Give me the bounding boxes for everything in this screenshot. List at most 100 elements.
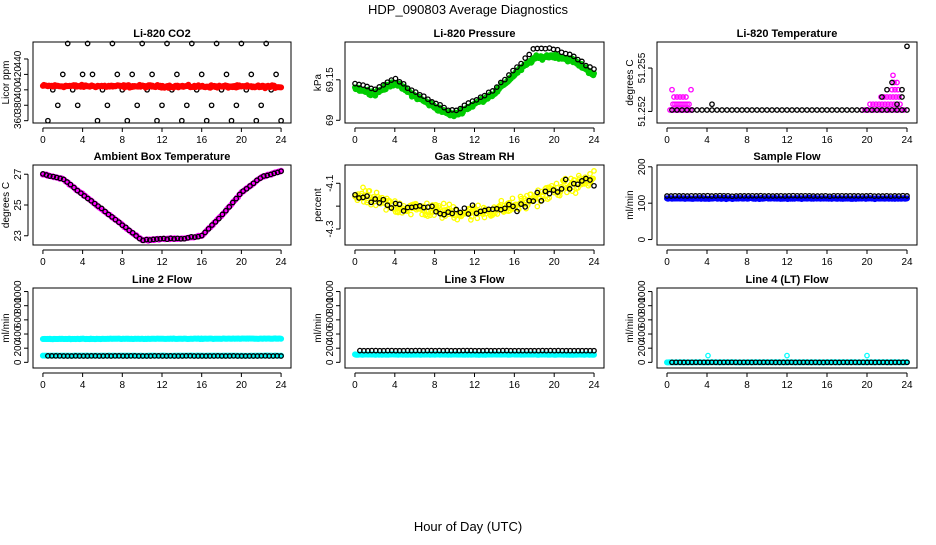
data-point <box>884 86 890 93</box>
data-point <box>493 84 500 90</box>
plot-frame <box>656 164 918 246</box>
data-point <box>383 207 389 213</box>
data-point <box>264 172 271 179</box>
x-tick-label: 20 <box>236 257 248 268</box>
data-point <box>84 40 91 47</box>
x-tick-label: 8 <box>432 257 438 268</box>
panel-9: Line 4 (LT) Flow 0 4 8 12 16 20 24 0 200400600800… <box>625 274 918 391</box>
data-point <box>824 107 830 113</box>
data-point <box>373 189 380 196</box>
data-point <box>879 101 885 108</box>
y-tick-label: 69 <box>325 114 336 126</box>
data-point <box>494 211 501 217</box>
data-point <box>183 102 190 109</box>
data-point <box>892 86 898 93</box>
y-tick-label: 100 <box>637 194 648 211</box>
data-point <box>893 94 899 100</box>
data-point <box>149 71 155 78</box>
series-red <box>39 81 285 92</box>
y-axis-label: ml/min <box>313 313 324 342</box>
x-tick-label: 8 <box>432 380 438 391</box>
data-point <box>566 186 573 192</box>
data-point <box>839 107 845 113</box>
data-point <box>366 187 373 194</box>
panel-8: Line 3 Flow 0 4 8 12 16 20 24 0 2004006008001000m… <box>313 274 605 391</box>
data-point <box>109 214 115 220</box>
data-point <box>46 173 53 179</box>
data-point <box>216 215 222 222</box>
data-point <box>473 97 480 103</box>
data-point <box>871 107 877 113</box>
data-point <box>904 43 910 50</box>
x-tick-label: 8 <box>432 135 438 146</box>
data-point <box>784 352 790 359</box>
x-tick-label: 0 <box>352 257 358 268</box>
data-point <box>412 200 419 207</box>
data-point <box>877 107 883 113</box>
data-point <box>228 117 235 124</box>
x-tick-label: 12 <box>781 135 793 146</box>
data-point <box>562 176 569 183</box>
data-point <box>164 40 170 47</box>
data-point <box>247 183 253 189</box>
data-point <box>677 94 683 100</box>
x-tick-label: 24 <box>588 135 600 146</box>
x-tick-label: 4 <box>80 380 86 391</box>
data-point <box>888 101 894 108</box>
data-point <box>687 107 693 113</box>
data-point <box>271 170 278 177</box>
data-point <box>587 177 593 183</box>
x-tick-label: 24 <box>588 257 600 268</box>
series-black <box>352 45 597 114</box>
x-tick-label: 12 <box>156 257 168 268</box>
data-point <box>223 71 230 78</box>
data-point <box>514 208 520 215</box>
data-point <box>133 233 139 239</box>
x-axis-label: Hour of Day (UTC) <box>414 519 522 534</box>
data-point <box>429 203 435 210</box>
x-tick-label: 16 <box>196 257 208 268</box>
data-point <box>116 219 122 226</box>
y-axis-label: Licor ppm <box>1 61 12 105</box>
data-point <box>546 190 553 197</box>
data-point <box>904 359 910 366</box>
data-point <box>779 107 785 113</box>
x-tick-label: 20 <box>861 380 873 391</box>
data-point <box>147 237 153 243</box>
x-tick-label: 4 <box>80 257 86 268</box>
data-point <box>43 172 50 178</box>
data-point <box>892 107 898 113</box>
y-axis: 0 100 200 ml/min <box>625 158 653 242</box>
series-magenta <box>667 72 907 113</box>
data-point <box>129 71 136 78</box>
data-point <box>699 107 705 113</box>
data-points <box>351 347 598 358</box>
data-point <box>510 67 516 74</box>
panel-title: Line 4 (LT) Flow <box>746 274 829 286</box>
data-point <box>885 101 891 108</box>
data-point <box>437 101 443 108</box>
data-point <box>213 40 220 47</box>
data-point <box>94 117 101 124</box>
data-point <box>724 107 730 113</box>
panel-6: Sample Flow 0 4 8 12 16 20 24 0 100 200 ml/min <box>625 151 918 268</box>
data-point <box>739 107 745 113</box>
data-point <box>71 184 77 191</box>
data-point <box>248 71 255 78</box>
data-point <box>769 107 775 113</box>
data-points <box>664 192 911 203</box>
data-point <box>102 208 108 215</box>
data-point <box>784 107 790 113</box>
data-point <box>465 211 472 217</box>
plot-frame <box>32 164 292 246</box>
data-point <box>461 102 468 109</box>
data-point <box>744 107 750 113</box>
data-point <box>229 199 236 206</box>
data-point <box>160 235 167 242</box>
data-point <box>81 193 88 199</box>
data-point <box>859 107 865 113</box>
x-tick-label: 20 <box>861 135 873 146</box>
data-point <box>67 181 74 188</box>
